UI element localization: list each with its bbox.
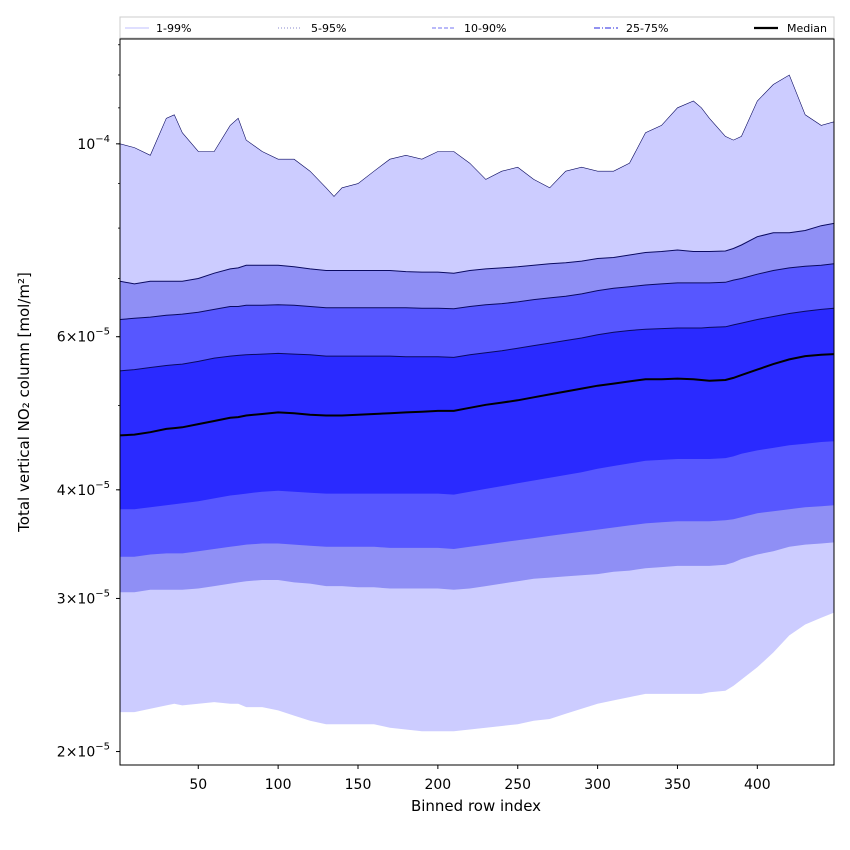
y-tick-label: 6×10−5 <box>57 327 110 346</box>
y-axis-ticks: 2×10−5 3×10−5 4×10−5 6×10−5 10−4 <box>57 44 120 761</box>
percentile-bands <box>120 75 834 732</box>
legend-label: 10-90% <box>464 22 506 35</box>
x-axis-label: Binned row index <box>411 797 541 815</box>
y-tick-label: 4×10−5 <box>57 480 110 499</box>
y-axis-label: Total vertical NO₂ column [mol/m²] <box>15 272 33 533</box>
x-tick-label: 100 <box>265 777 292 793</box>
legend-label: 25-75% <box>626 22 668 35</box>
y-tick-label: 2×10−5 <box>57 742 110 761</box>
legend-label: Median <box>787 22 827 35</box>
x-tick-label: 250 <box>504 777 531 793</box>
median-line <box>120 353 834 437</box>
band-upper-edge-5-95- <box>120 222 834 285</box>
legend-label: 1-99% <box>156 22 191 35</box>
x-tick-label: 200 <box>424 777 451 793</box>
band-upper-edge-1-99- <box>120 74 834 197</box>
x-tick-label: 300 <box>584 777 611 793</box>
band-upper-edge-25-75- <box>120 307 834 372</box>
x-tick-label: 150 <box>345 777 372 793</box>
x-tick-label: 350 <box>664 777 691 793</box>
legend: 1-99% 5-95% 10-90% 25-75% Median <box>119 16 835 39</box>
y-tick-label: 10−4 <box>77 134 110 153</box>
band-outlines <box>120 74 834 437</box>
band-upper-edge-10-90- <box>120 263 834 320</box>
legend-label: 5-95% <box>311 22 346 35</box>
legend-frame <box>119 16 835 39</box>
plot-frame <box>119 38 835 766</box>
band-25-75- <box>120 308 834 510</box>
y-tick-label: 3×10−5 <box>57 588 110 607</box>
x-tick-label: 400 <box>744 777 771 793</box>
x-axis-ticks: 50 100 150 200 250 300 350 400 <box>189 765 771 793</box>
x-tick-label: 50 <box>189 777 207 793</box>
